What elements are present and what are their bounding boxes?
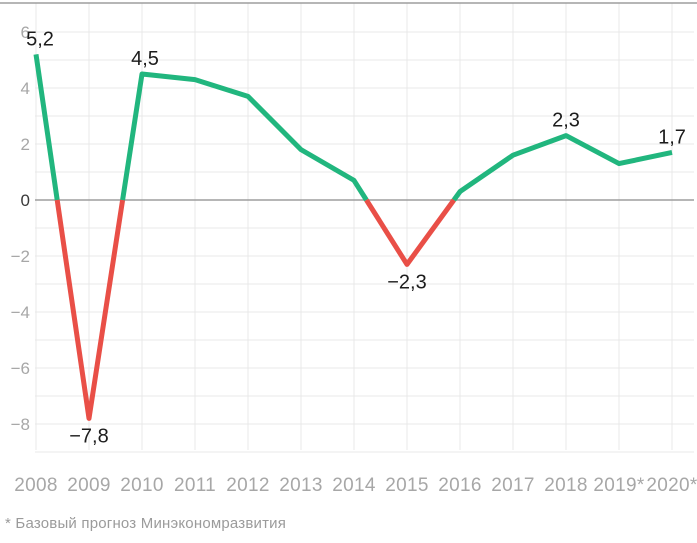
y-tick-label: −6 xyxy=(11,359,30,378)
line-segment-positive xyxy=(451,133,673,202)
line-segment-negative xyxy=(364,198,456,267)
x-tick-label: 2019* xyxy=(593,475,644,496)
data-point-label: 4,5 xyxy=(131,48,159,70)
data-point-label: −2,3 xyxy=(387,271,426,293)
y-tick-label: 4 xyxy=(21,79,30,98)
x-tick-label: 2017 xyxy=(491,475,534,496)
x-tick-label: 2020* xyxy=(646,475,697,496)
x-tick-label: 2013 xyxy=(279,475,322,496)
x-tick-label: 2008 xyxy=(14,475,57,496)
x-tick-label: 2010 xyxy=(120,475,163,496)
y-tick-label: 6 xyxy=(21,23,30,42)
y-tick-label: −2 xyxy=(11,247,30,266)
line-segment-positive xyxy=(33,54,60,201)
chart-footnote: * Базовый прогноз Минэкономразвития xyxy=(5,515,287,532)
x-tick-label: 2018 xyxy=(544,475,587,496)
gdp-line-chart: 6 4 2 0 −2 −4 −6 −8 2008 2009 2010 2011 2012 2013 2014… xyxy=(0,2,697,496)
x-tick-label: 2016 xyxy=(438,475,481,496)
y-tick-label: −4 xyxy=(11,303,30,322)
y-tick-label: −8 xyxy=(11,415,30,434)
data-point-label: 5,2 xyxy=(26,28,54,50)
data-point-label: −7,8 xyxy=(69,425,108,447)
line-segment-positive xyxy=(120,71,369,202)
y-tick-label: 0 xyxy=(21,191,30,210)
x-tick-label: 2015 xyxy=(385,475,428,496)
data-point-label: 2,3 xyxy=(552,110,580,132)
x-tick-label: 2014 xyxy=(332,475,376,496)
y-tick-label: 2 xyxy=(21,135,30,154)
x-tick-label: 2009 xyxy=(67,475,110,496)
x-tick-label: 2011 xyxy=(174,475,216,496)
line-segment-negative xyxy=(54,199,126,421)
data-point-label: 1,7 xyxy=(658,126,686,148)
x-tick-label: 2012 xyxy=(226,475,269,496)
